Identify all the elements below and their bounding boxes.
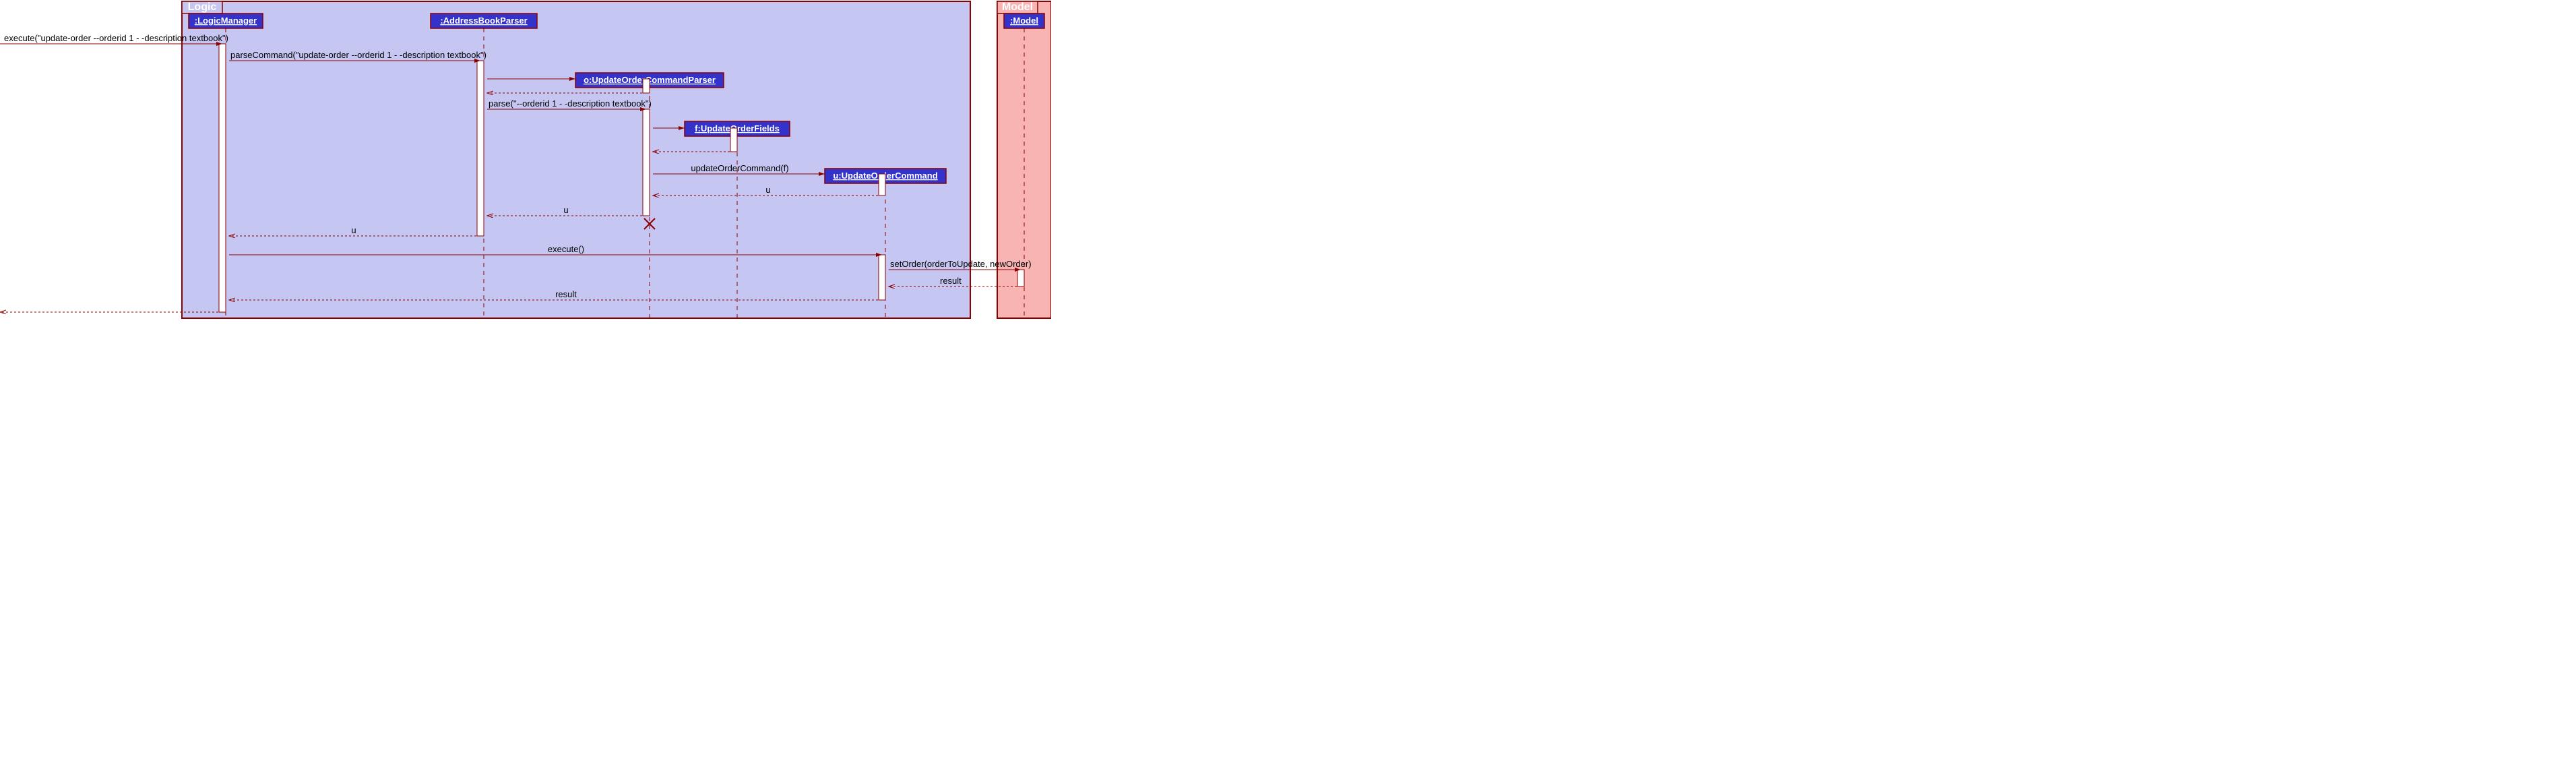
- activation-uof: [730, 128, 737, 152]
- message-label-4: parse("--orderid 1 - -description textbo…: [489, 98, 652, 109]
- message-label-7: updateOrderCommand(f): [691, 163, 788, 173]
- message-label-1: parseCommand("update-order --orderid 1 -…: [230, 50, 486, 60]
- participant-label-model: :Model: [1010, 16, 1038, 26]
- message-label-8: u: [765, 185, 770, 195]
- message-label-12: setOrder(orderToUpdate, newOrder): [890, 259, 1032, 269]
- region-title-model: Model: [1002, 1, 1033, 13]
- activation-abp: [477, 61, 484, 236]
- message-label-0: execute("update-order --orderid 1 - -des…: [4, 33, 228, 43]
- activation-uocp: [643, 79, 650, 93]
- message-label-13: result: [940, 276, 962, 286]
- participant-label-lm: :LogicManager: [195, 16, 257, 26]
- activation-model: [1017, 270, 1024, 286]
- message-label-10: u: [351, 225, 356, 235]
- activation-uocp: [643, 109, 650, 216]
- activation-lm: [219, 44, 226, 312]
- activation-uoc: [879, 255, 885, 300]
- activation-uoc: [879, 174, 885, 195]
- message-label-11: execute(): [548, 244, 584, 254]
- region-title-logic: Logic: [188, 1, 217, 13]
- participant-label-abp: :AddressBookParser: [440, 16, 527, 26]
- message-label-14: result: [555, 289, 577, 299]
- region-logic: [182, 1, 970, 318]
- message-label-9: u: [563, 205, 568, 215]
